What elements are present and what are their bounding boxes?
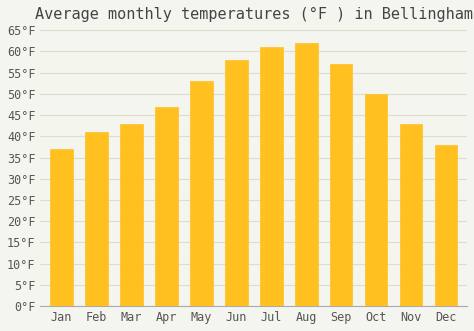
Bar xyxy=(295,43,318,306)
Bar xyxy=(260,47,283,306)
Bar xyxy=(155,107,178,306)
Bar xyxy=(50,149,73,306)
Bar xyxy=(365,94,387,306)
Title: Average monthly temperatures (°F ) in Bellingham: Average monthly temperatures (°F ) in Be… xyxy=(35,7,473,22)
Bar xyxy=(400,123,422,306)
Bar xyxy=(330,64,353,306)
Bar xyxy=(190,81,212,306)
Bar xyxy=(85,132,108,306)
Bar xyxy=(225,60,247,306)
Bar xyxy=(435,145,457,306)
Bar xyxy=(120,123,143,306)
